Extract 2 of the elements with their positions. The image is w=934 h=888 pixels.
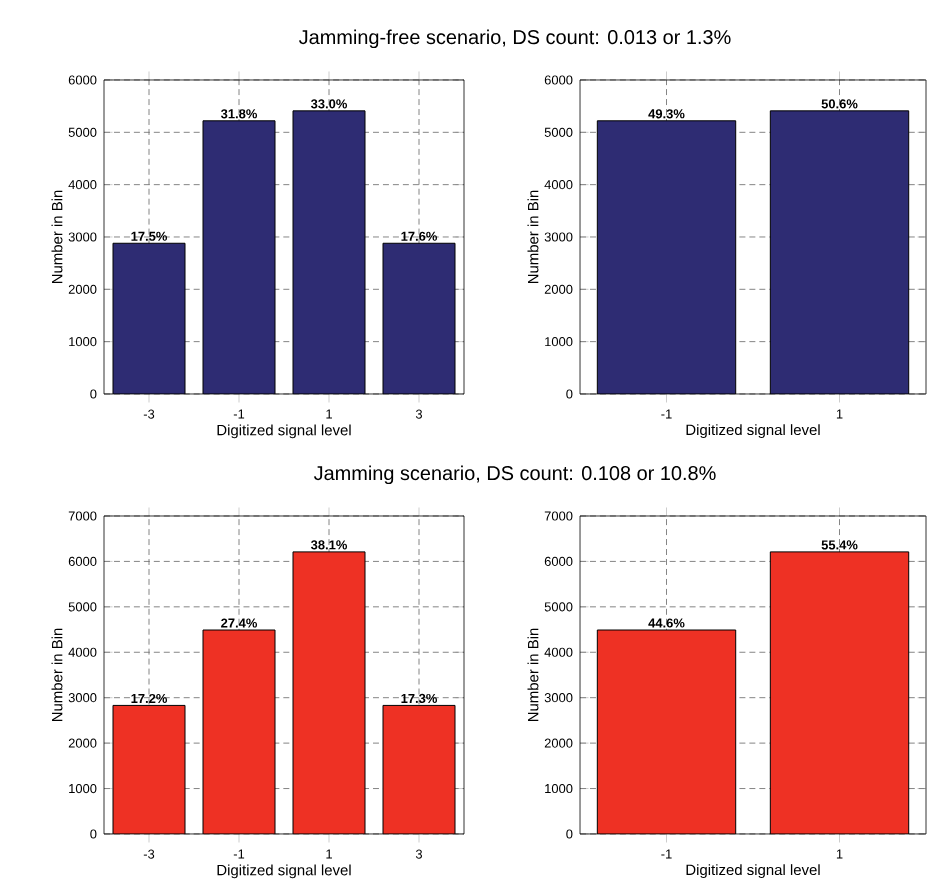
text: Jamming scenario, DS count: 0.108 or 10.8%: [313, 465, 716, 485]
text: Jamming-free scenario, DS count: 0.013 or 1.3%: [298, 29, 731, 49]
